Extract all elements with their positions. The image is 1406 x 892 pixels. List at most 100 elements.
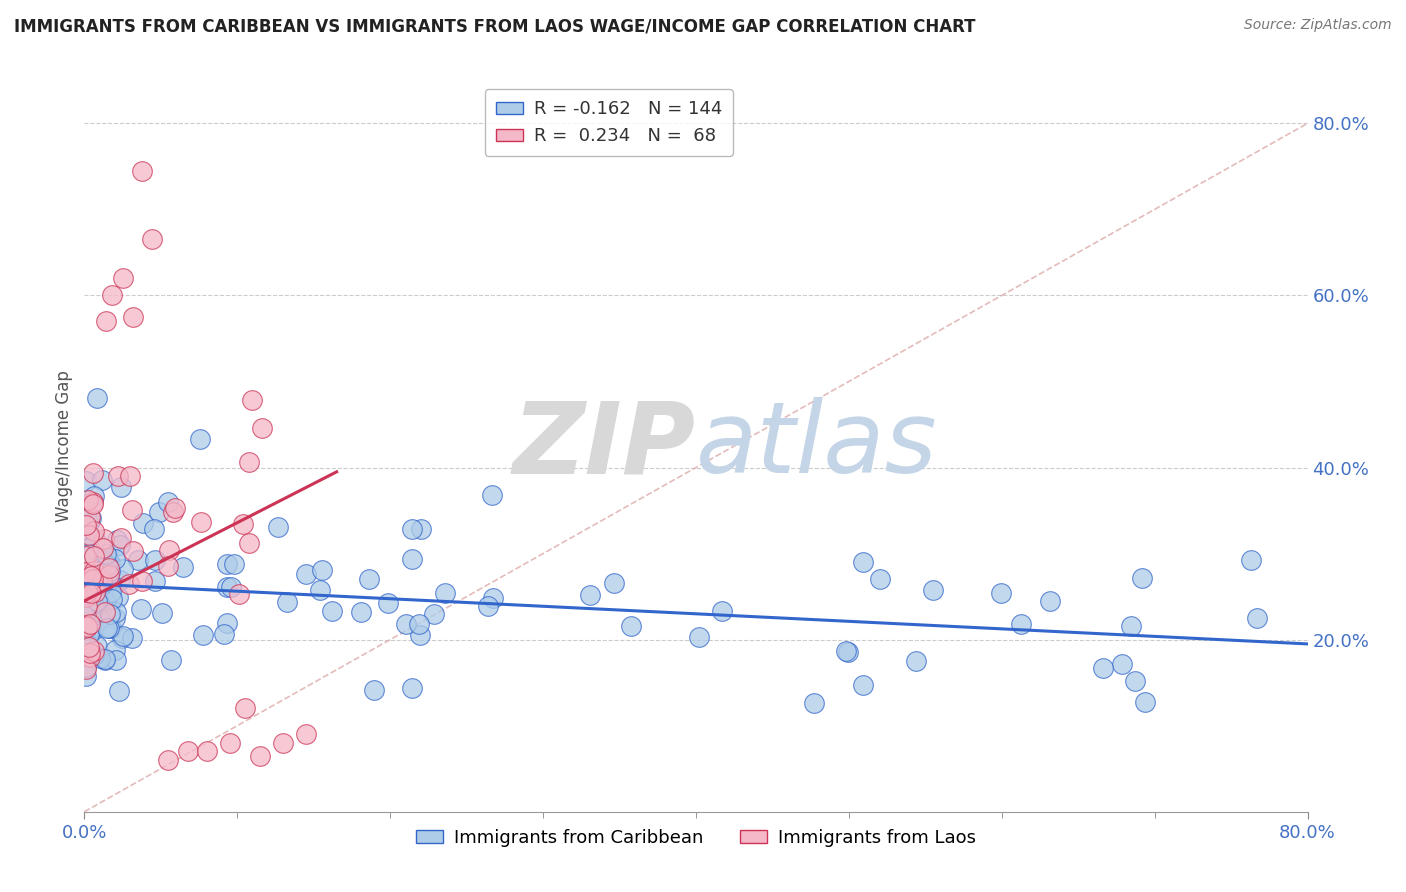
- Point: [79, 617, 101, 632]
- Point: [218, 736, 240, 750]
- Point: [97, 551, 120, 566]
- Point: [266, 519, 288, 533]
- Point: [603, 575, 626, 590]
- Point: [90, 608, 112, 623]
- Point: [87, 596, 110, 610]
- Point: [193, 628, 215, 642]
- Point: [93, 652, 115, 666]
- Point: [232, 517, 254, 532]
- Point: [75, 549, 97, 563]
- Point: [423, 607, 446, 621]
- Text: ZIP: ZIP: [513, 398, 696, 494]
- Point: [481, 591, 503, 605]
- Point: [195, 744, 218, 758]
- Point: [90, 551, 112, 566]
- Point: [100, 585, 122, 599]
- Point: [97, 558, 120, 572]
- Point: [100, 621, 122, 635]
- Point: [86, 574, 108, 589]
- Point: [401, 681, 423, 696]
- Point: [120, 468, 142, 483]
- Point: [110, 531, 132, 545]
- Point: [1240, 553, 1263, 567]
- Point: [162, 505, 184, 519]
- Point: [129, 602, 152, 616]
- Point: [77, 527, 100, 541]
- Point: [96, 558, 118, 573]
- Point: [94, 606, 117, 620]
- Point: [1123, 674, 1146, 689]
- Point: [86, 639, 108, 653]
- Point: [869, 572, 891, 586]
- Point: [401, 552, 423, 566]
- Point: [121, 544, 143, 558]
- Point: [363, 682, 385, 697]
- Point: [89, 612, 111, 626]
- Point: [250, 420, 273, 434]
- Point: [157, 543, 180, 558]
- Point: [152, 606, 174, 620]
- Point: [75, 555, 97, 569]
- Point: [238, 536, 260, 550]
- Point: [77, 516, 100, 530]
- Point: [76, 566, 98, 580]
- Point: [852, 678, 875, 692]
- Point: [93, 652, 115, 666]
- Point: [141, 232, 163, 246]
- Point: [91, 578, 114, 592]
- Point: [1246, 610, 1268, 624]
- Point: [75, 474, 97, 488]
- Point: [688, 630, 710, 644]
- Point: [86, 594, 108, 608]
- Point: [837, 645, 859, 659]
- Point: [75, 564, 97, 578]
- Legend: Immigrants from Caribbean, Immigrants from Laos: Immigrants from Caribbean, Immigrants fr…: [409, 822, 983, 854]
- Point: [80, 574, 103, 588]
- Point: [110, 481, 132, 495]
- Point: [111, 271, 134, 285]
- Point: [107, 591, 129, 605]
- Point: [188, 432, 211, 446]
- Point: [157, 559, 180, 574]
- Point: [97, 621, 120, 635]
- Point: [163, 501, 186, 516]
- Point: [89, 579, 111, 593]
- Point: [107, 469, 129, 483]
- Point: [83, 524, 105, 539]
- Point: [434, 586, 457, 600]
- Point: [98, 564, 121, 578]
- Point: [217, 580, 239, 594]
- Point: [377, 595, 399, 609]
- Point: [80, 606, 103, 620]
- Point: [98, 607, 121, 621]
- Point: [579, 588, 602, 602]
- Text: Source: ZipAtlas.com: Source: ZipAtlas.com: [1244, 18, 1392, 32]
- Point: [97, 568, 120, 582]
- Point: [408, 616, 430, 631]
- Point: [104, 611, 127, 625]
- Point: [127, 552, 149, 566]
- Point: [93, 532, 115, 546]
- Point: [156, 494, 179, 508]
- Point: [132, 516, 155, 531]
- Point: [82, 573, 104, 587]
- Point: [1039, 594, 1062, 608]
- Point: [104, 605, 127, 619]
- Point: [98, 561, 121, 575]
- Point: [803, 696, 825, 710]
- Point: [294, 567, 316, 582]
- Point: [104, 643, 127, 657]
- Point: [131, 163, 153, 178]
- Point: [711, 604, 734, 618]
- Point: [1111, 657, 1133, 671]
- Point: [172, 559, 194, 574]
- Point: [96, 595, 118, 609]
- Point: [350, 605, 373, 619]
- Point: [118, 576, 141, 591]
- Point: [80, 568, 103, 582]
- Point: [79, 650, 101, 665]
- Point: [79, 646, 101, 660]
- Point: [219, 580, 242, 594]
- Point: [77, 493, 100, 508]
- Point: [311, 564, 333, 578]
